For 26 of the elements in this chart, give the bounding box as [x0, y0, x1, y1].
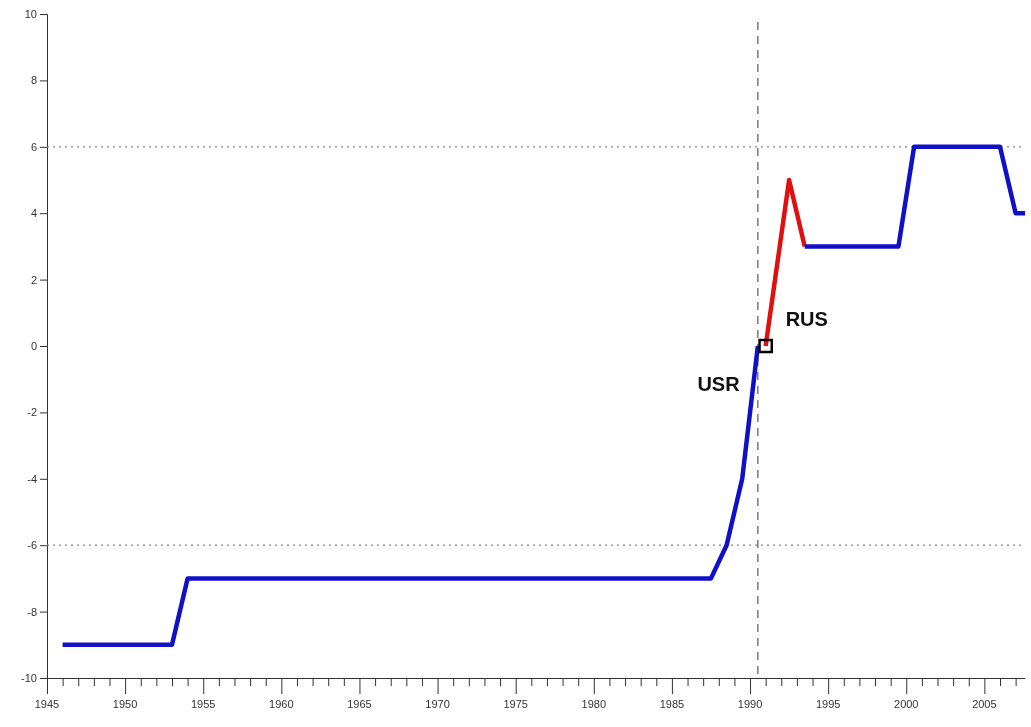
annotation: USR	[697, 373, 741, 395]
y-tick-label: -4	[27, 472, 37, 485]
x-tick-label: 1975	[503, 698, 528, 710]
x-tick-label: 1965	[347, 698, 372, 710]
y-tick-label: 10	[24, 8, 37, 21]
x-tick-label: 1980	[581, 698, 607, 710]
x-tick-label: 1950	[112, 698, 138, 710]
y-tick-label: 8	[30, 74, 37, 87]
y-tick-label: -8	[27, 605, 37, 618]
x-tick-label: 1985	[659, 698, 685, 710]
y-tick-label: 4	[30, 207, 37, 220]
x-tick-label: 2000	[894, 698, 919, 710]
y-tick-label: -2	[27, 406, 37, 419]
x-tick-label: 1970	[425, 698, 450, 710]
annotation: RUS	[785, 308, 828, 330]
x-tick-label: 1945	[34, 698, 60, 710]
x-tick-label: 1995	[815, 698, 841, 710]
y-tick-label: 0	[30, 340, 37, 353]
y-tick-label: -6	[27, 539, 37, 552]
y-tick-label: 2	[30, 273, 37, 286]
x-tick-label: 2005	[972, 698, 997, 710]
y-tick-label: 6	[30, 140, 37, 153]
y-tick-label: -10	[21, 672, 37, 685]
x-tick-label: 1990	[737, 698, 763, 710]
x-tick-label: 1955	[190, 698, 216, 710]
x-tick-label: 1960	[269, 698, 294, 710]
